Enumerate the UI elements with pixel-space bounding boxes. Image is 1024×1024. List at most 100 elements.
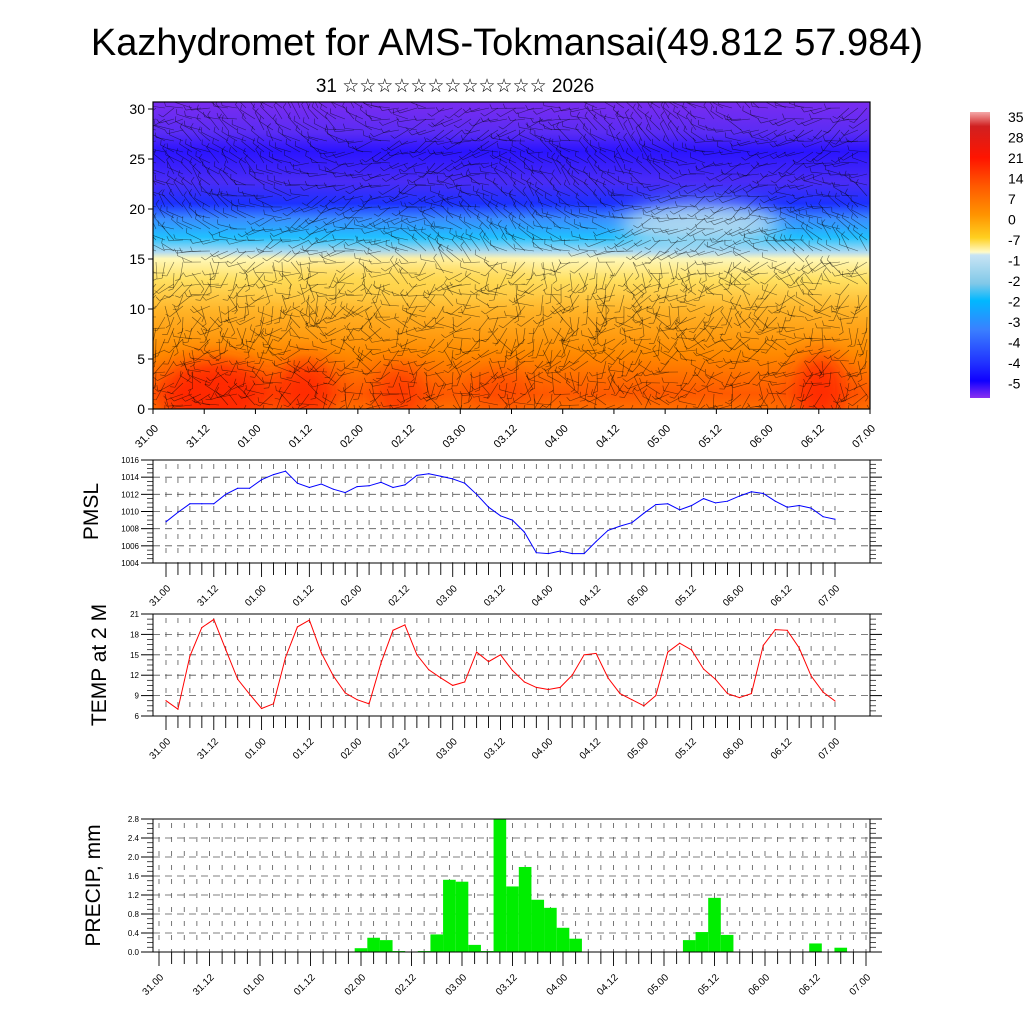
wind-barb [524, 371, 533, 389]
wind-barb-flag [571, 170, 573, 176]
wind-barb [390, 140, 409, 151]
wind-barb-flag [440, 285, 445, 291]
wind-barb [426, 371, 445, 377]
wind-barb [708, 390, 724, 395]
wind-barb [222, 105, 238, 109]
wind-barb-flag [782, 372, 787, 377]
wind-barb-flag [553, 287, 558, 292]
wind-barb [515, 302, 535, 307]
wind-barb [805, 382, 823, 384]
wind-barb [222, 382, 238, 397]
wind-barb-flag [309, 323, 314, 327]
wind-barb-flag [455, 353, 461, 356]
wind-barb-flag [328, 199, 334, 204]
wind-barb [677, 300, 697, 307]
wind-barb-flag [361, 177, 366, 182]
wind-barb-flag [214, 393, 219, 398]
y-tick-label: 12 [130, 671, 139, 680]
wind-barb-flag [606, 246, 612, 250]
wind-barb [712, 393, 715, 409]
wind-barb-flag [153, 307, 155, 309]
wind-barb-flag [789, 138, 794, 141]
wind-barb [446, 220, 463, 230]
wind-barb-flag [823, 415, 825, 420]
wind-barb-flag [704, 312, 709, 317]
y-tick-label: 1010 [121, 508, 139, 517]
wind-barb [431, 107, 445, 117]
wind-barb [821, 371, 841, 375]
wind-barb [805, 140, 823, 148]
wind-barb [603, 351, 616, 362]
wind-barb [214, 165, 229, 175]
wind-barb-flag [784, 223, 787, 229]
wind-barb [786, 227, 805, 230]
wind-barb [366, 293, 382, 296]
wind-barb [294, 250, 310, 255]
wind-barb-flag [403, 164, 408, 169]
wind-barb [805, 258, 814, 274]
wind-barb [481, 129, 499, 142]
wind-barb-flag [797, 398, 802, 403]
wind-barb-flag [349, 207, 353, 212]
wind-barb [301, 104, 310, 120]
wind-barb [402, 184, 418, 195]
wind-barb [795, 105, 814, 109]
wind-barb-flag [427, 289, 430, 295]
wind-barb-flag [767, 191, 773, 195]
wind-barb-flag [730, 346, 735, 351]
wind-barb [601, 338, 616, 347]
wind-barb [265, 333, 283, 340]
wind-barb-flag [595, 178, 599, 184]
wind-barb-flag [530, 170, 534, 175]
wind-barb-flag [468, 107, 473, 112]
wind-barb-flag [460, 241, 464, 246]
wind-barb [421, 231, 436, 241]
wind-barb [344, 216, 364, 219]
wind-barb-flag [705, 285, 710, 290]
wind-barb-flag [787, 179, 792, 183]
wind-barb-flag [833, 356, 839, 360]
wind-barb-flag [767, 309, 773, 314]
wind-barb-flag [543, 314, 548, 318]
wind-barb [836, 107, 850, 119]
wind-barb-flag [726, 383, 732, 386]
wind-barb-flag [787, 184, 791, 189]
wind-barb [534, 134, 553, 142]
wind-barb-flag [634, 373, 639, 377]
wind-barb [515, 404, 518, 409]
wind-barb [697, 261, 715, 266]
wind-barb-flag [250, 296, 255, 302]
wind-barb [673, 206, 688, 215]
wind-barb [384, 151, 400, 162]
wind-barb-flag [340, 301, 343, 307]
wind-barb [776, 393, 786, 409]
wind-barb-flag [679, 353, 682, 359]
wind-barb [501, 191, 517, 197]
wind-barb-flag [717, 193, 723, 196]
wind-barb-flag [153, 366, 155, 368]
wind-barb [238, 283, 256, 289]
wind-barb-flag [646, 186, 651, 191]
wind-barb [426, 393, 445, 401]
x-tick-label: 04.12 [578, 736, 604, 762]
wind-barb-flag [474, 249, 477, 255]
wind-barb [536, 316, 553, 325]
wind-barb [673, 102, 688, 109]
wind-barb-flag [243, 269, 248, 273]
y-tick-label: 30 [129, 101, 145, 117]
wind-barb-flag [549, 268, 555, 273]
wind-barb-flag [221, 126, 224, 132]
wind-barb [173, 305, 182, 322]
wind-barb [307, 325, 328, 329]
data-point [499, 515, 502, 517]
wind-barb-flag [558, 259, 562, 264]
wind-barb-flag [185, 329, 191, 332]
wind-barb-flag [310, 299, 315, 304]
wind-barb-flag [244, 275, 248, 281]
wind-barb [569, 393, 589, 402]
wind-barb [734, 349, 742, 369]
wind-barb-flag [651, 370, 655, 376]
wind-barb-flag [177, 320, 182, 325]
wind-barb-flag [475, 188, 479, 194]
wind-barb-flag [201, 270, 205, 276]
